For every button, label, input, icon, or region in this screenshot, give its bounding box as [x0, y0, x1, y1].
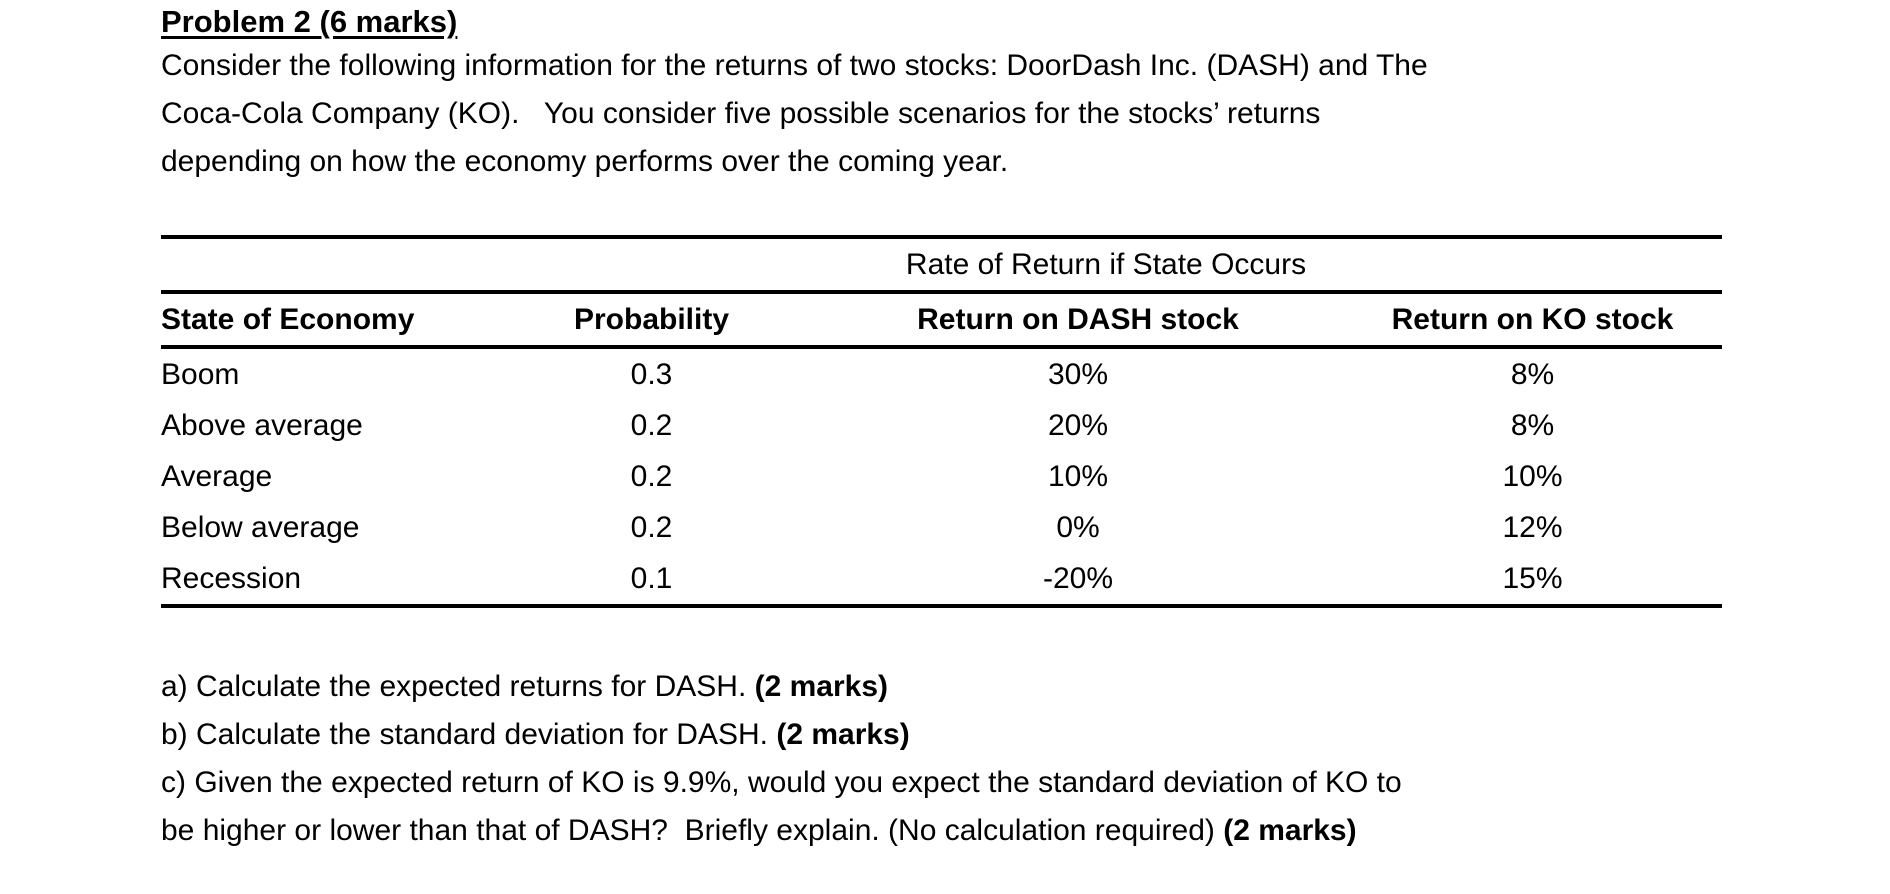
cell-state: Recession — [161, 553, 490, 608]
cell-state: Boom — [161, 357, 240, 391]
question-a-marks: (2 marks) — [754, 670, 889, 703]
empty-corner-cell — [161, 235, 490, 294]
cell-ko-return: 15% — [1343, 553, 1722, 608]
question-c-line1: c) Given the expected return of KO is 9.… — [161, 766, 1402, 799]
table-row: Recession 0.1 -20% 15% — [161, 553, 1722, 608]
cell-probability: 0.2 — [630, 459, 673, 493]
question-a-text: a) Calculate the expected returns for DA… — [161, 670, 755, 703]
cell-dash-return: 30% — [1047, 357, 1109, 391]
question-c-line2: be higher or lower than that of DASH? Br… — [161, 807, 1723, 855]
question-c-text: be higher or lower than that of DASH? Br… — [161, 814, 1224, 847]
intro-line: Consider the following information for t… — [161, 49, 1428, 82]
cell-ko-return: 8% — [1510, 357, 1555, 391]
cell-state: Above average — [161, 408, 363, 442]
document-content: Problem 2 (6 marks) Consider the followi… — [161, 2, 1723, 855]
cell-dash-return: -20% — [813, 553, 1343, 608]
column-header-probability: Probability — [490, 292, 813, 349]
question-c-marks: (2 marks) — [1223, 814, 1357, 847]
table-row: Below average 0.2 0% 12% — [161, 502, 1722, 553]
cell-ko-return: 12% — [1502, 510, 1563, 544]
intro-line: depending on how the economy performs ov… — [161, 145, 1009, 178]
cell-state: Average — [161, 459, 273, 493]
span-header-cell: Rate of Return if State Occurs — [490, 235, 1722, 294]
table-row: Boom 0.3 30% 8% — [161, 347, 1722, 400]
cell-probability: 0.1 — [490, 553, 813, 608]
questions-section: a) Calculate the expected returns for DA… — [161, 663, 1723, 855]
cell-ko-return: 10% — [1502, 459, 1563, 493]
cell-probability: 0.2 — [630, 408, 673, 442]
question-a: a) Calculate the expected returns for DA… — [161, 663, 1723, 711]
cell-dash-return: 10% — [1047, 459, 1109, 493]
column-header-state: State of Economy — [161, 292, 490, 349]
page-title: Problem 2 (6 marks) — [161, 4, 458, 39]
intro-paragraph: Consider the following information for t… — [161, 42, 1723, 186]
returns-table: Rate of Return if State Occurs State of … — [161, 235, 1722, 608]
cell-dash-return: 20% — [1047, 408, 1109, 442]
cell-state: Below average — [161, 510, 360, 544]
question-b-text: b) Calculate the standard deviation for … — [161, 718, 777, 751]
question-b: b) Calculate the standard deviation for … — [161, 711, 1723, 759]
table-column-header-row: State of Economy Probability Return on D… — [161, 292, 1722, 349]
table-span-header-row: Rate of Return if State Occurs — [161, 235, 1722, 294]
cell-probability: 0.3 — [630, 357, 673, 391]
cell-dash-return: 0% — [1056, 510, 1100, 544]
table-row: Above average 0.2 20% 8% — [161, 400, 1722, 451]
cell-ko-return: 8% — [1510, 408, 1555, 442]
question-b-marks: (2 marks) — [776, 718, 910, 751]
column-header-ko: Return on KO stock — [1343, 292, 1722, 349]
cell-probability: 0.2 — [630, 510, 673, 544]
intro-line: Coca-Cola Company (KO). You consider fiv… — [161, 97, 1321, 130]
column-header-dash: Return on DASH stock — [813, 292, 1343, 349]
table-row: Average 0.2 10% 10% — [161, 451, 1722, 502]
